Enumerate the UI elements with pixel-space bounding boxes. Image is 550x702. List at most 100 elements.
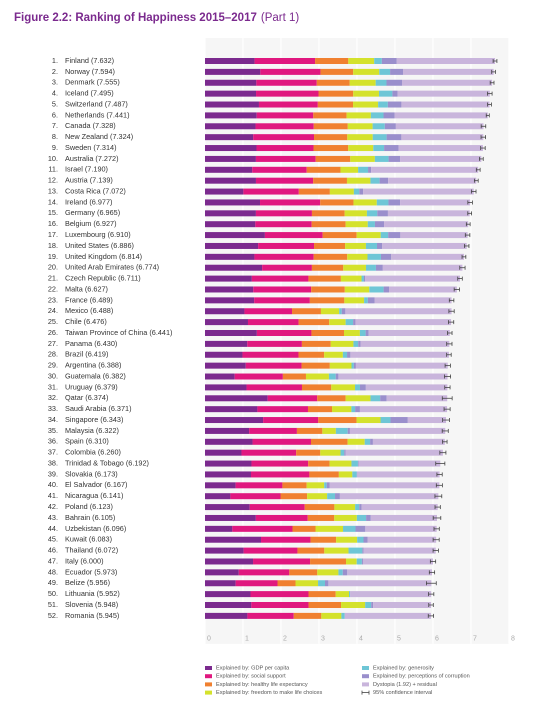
- bar-segment: [341, 612, 345, 619]
- rank-label: 26.: [48, 328, 58, 337]
- bar-segment: [388, 199, 401, 206]
- legend-label: Explained by: healthy life expectancy: [216, 682, 308, 688]
- error-bar: [428, 570, 436, 575]
- bar-segment: [317, 569, 339, 576]
- bar-segment: [388, 232, 401, 239]
- bar-segment: [374, 155, 389, 162]
- bar-segment: [328, 580, 432, 587]
- bar-segment: [349, 79, 376, 86]
- bar-segment: [357, 460, 359, 467]
- rank-label: 13.: [48, 186, 58, 195]
- bar-segment: [395, 123, 484, 130]
- bar-segment: [296, 449, 321, 456]
- bar-segment: [320, 308, 340, 315]
- bar-segment: [363, 188, 474, 195]
- bar-segment: [251, 275, 309, 282]
- bar-segment: [205, 112, 257, 119]
- bar-segment: [339, 308, 342, 315]
- bar-segment: [205, 319, 248, 326]
- bar-segment: [382, 264, 463, 271]
- bar-segment: [356, 417, 381, 424]
- bar-segment: [205, 134, 254, 141]
- bar-segment: [383, 112, 395, 119]
- bar-segment: [384, 221, 469, 228]
- bar-segment: [342, 351, 348, 358]
- bar-segment: [347, 134, 373, 141]
- x-tick-label: 7: [473, 636, 477, 643]
- legend-swatch: [362, 674, 369, 679]
- country-label: Slovenia (5.948): [65, 600, 118, 609]
- legend-label: Explained by: freedom to make life choic…: [216, 690, 323, 696]
- country-label: United Kingdom (6.814): [65, 252, 142, 261]
- bar-segment: [244, 308, 293, 315]
- error-bar: [429, 559, 437, 564]
- country-label: United States (6.886): [65, 241, 134, 250]
- country-label: Guatemala (6.382): [65, 371, 126, 380]
- error-bar: [487, 91, 493, 96]
- bar-segment: [256, 79, 317, 86]
- error-bar: [443, 407, 451, 412]
- legend-label: Explained by: perceptions of corruption: [373, 674, 470, 680]
- rank-label: 42.: [48, 502, 58, 511]
- bar-segment: [363, 547, 436, 554]
- bar-segment: [258, 242, 315, 249]
- bar-segment: [355, 319, 452, 326]
- bar-segment: [205, 351, 243, 358]
- rank-label: 51.: [48, 600, 58, 609]
- rank-label: 14.: [48, 197, 58, 206]
- rank-label: 41.: [48, 491, 58, 500]
- bar-segment: [359, 406, 448, 413]
- legend-swatch: [362, 682, 369, 687]
- bar-segment: [365, 242, 377, 249]
- bar-segment: [205, 395, 268, 402]
- bar-segment: [252, 438, 311, 445]
- bar-segment: [306, 482, 325, 489]
- error-bar: [442, 418, 450, 423]
- rank-label: 19.: [48, 252, 58, 261]
- bar-segment: [367, 253, 381, 260]
- bar-segment: [205, 145, 257, 152]
- error-bar: [428, 603, 434, 607]
- bar-segment: [363, 275, 366, 282]
- bar-segment: [205, 602, 252, 608]
- bar-segment: [205, 232, 265, 239]
- bar-segment: [375, 79, 387, 86]
- bar-segment: [205, 591, 251, 598]
- country-label: France (6.489): [65, 295, 113, 304]
- rank-label: 22.: [48, 284, 58, 293]
- bar-segment: [350, 351, 449, 358]
- bar-segment: [322, 232, 357, 239]
- bar-segment: [347, 351, 351, 358]
- error-bar: [444, 374, 451, 379]
- x-tick-label: 4: [359, 636, 363, 643]
- x-tick-label: 0: [207, 636, 211, 643]
- bar-segment: [353, 90, 379, 97]
- bar-segment: [334, 504, 356, 511]
- bar-segment: [205, 155, 256, 162]
- bar-segment: [356, 558, 362, 565]
- rank-label: 25.: [48, 317, 58, 326]
- rank-label: 49.: [48, 578, 58, 587]
- error-bar: [425, 581, 437, 586]
- bar-segment: [357, 471, 440, 478]
- bar-segment: [205, 242, 259, 249]
- error-bar: [432, 537, 440, 542]
- bar-segment: [243, 547, 298, 554]
- bar-segment: [301, 384, 332, 391]
- bar-segment: [205, 449, 242, 456]
- bar-segment: [351, 362, 354, 369]
- error-bar: [442, 439, 448, 444]
- bar-segment: [205, 177, 256, 184]
- bar-segment: [384, 145, 399, 152]
- country-label: Colombia (6.260): [65, 448, 121, 457]
- rank-label: 17.: [48, 230, 58, 239]
- error-bar: [428, 592, 435, 597]
- rank-label: 18.: [48, 241, 58, 250]
- bar-segment: [313, 253, 348, 260]
- bar-segment: [318, 90, 354, 97]
- bar-segment: [345, 449, 443, 456]
- bar-segment: [362, 558, 433, 565]
- bar-segment: [336, 536, 358, 543]
- error-bar: [485, 113, 490, 118]
- bar-segment: [355, 384, 360, 391]
